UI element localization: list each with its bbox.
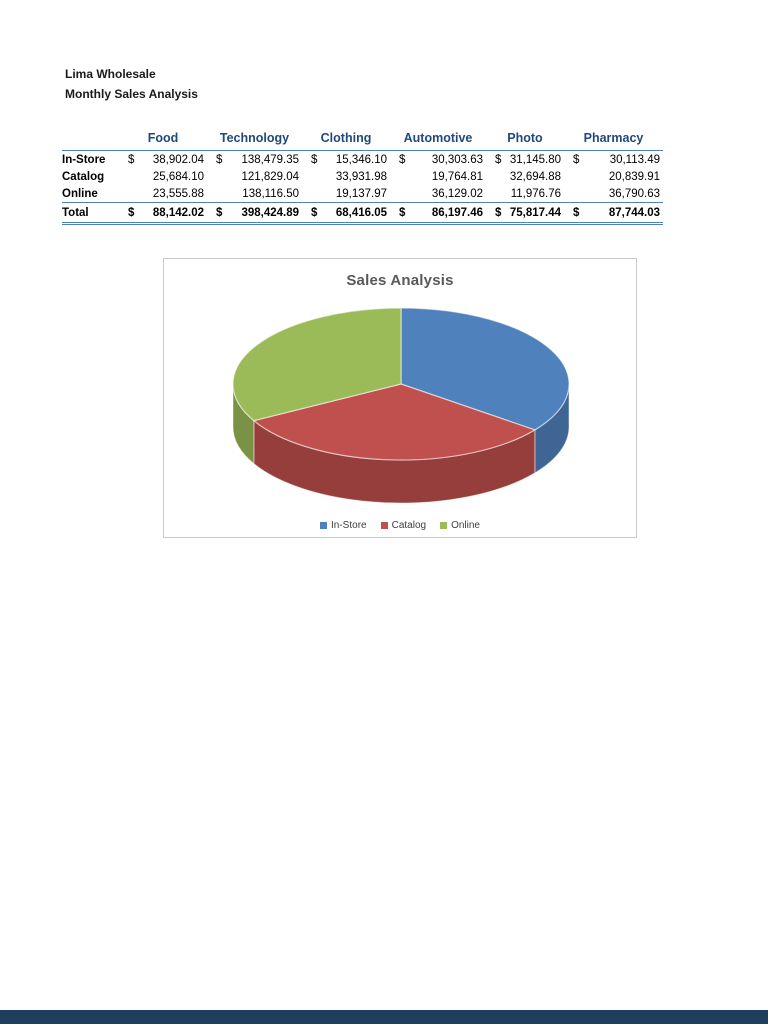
table-cell: $30,113.49 xyxy=(564,154,663,166)
cell-value: 32,694.88 xyxy=(509,170,561,183)
table-cell: 20,839.91 xyxy=(564,171,663,183)
currency-symbol: $ xyxy=(128,153,135,166)
table-cell: $88,142.02 xyxy=(119,207,207,219)
currency-symbol: $ xyxy=(573,206,580,219)
cell-value: 138,479.35 xyxy=(241,153,299,166)
table-cell: 25,684.10 xyxy=(119,171,207,183)
sales-table: Food Technology Clothing Automotive Phot… xyxy=(62,128,663,225)
table-cell: 19,137.97 xyxy=(302,188,390,200)
cell-value: 15,346.10 xyxy=(335,153,387,166)
currency-symbol: $ xyxy=(399,206,406,219)
cell-value: 88,142.02 xyxy=(152,206,204,219)
table-row-online: Online 23,555.88 138,116.50 19,137.97 36… xyxy=(62,185,663,203)
row-label: In-Store xyxy=(62,153,106,166)
legend-swatch-in-store xyxy=(320,522,328,529)
table-cell: 36,790.63 xyxy=(564,188,663,200)
chart-panel: Sales Analysis In-Store Catalog Online xyxy=(163,258,637,538)
cell-value: 75,817.44 xyxy=(509,206,561,219)
currency-symbol: $ xyxy=(573,153,580,166)
currency-symbol: $ xyxy=(128,206,135,219)
corner-cell xyxy=(62,128,119,151)
chart-legend: In-Store Catalog Online xyxy=(164,520,636,531)
cell-value: 30,113.49 xyxy=(609,153,660,166)
row-label-total: Total xyxy=(62,202,119,225)
table-cell: 121,829.04 xyxy=(207,171,302,183)
footer-bar xyxy=(0,1010,768,1024)
cell-value: 138,116.50 xyxy=(242,187,299,200)
currency-symbol: $ xyxy=(495,206,502,219)
cell-value: 23,555.88 xyxy=(152,187,204,200)
column-header-automotive: Automotive xyxy=(390,128,486,151)
cell-value: 68,416.05 xyxy=(335,206,387,219)
legend-swatch-online xyxy=(440,522,448,529)
legend-label: Online xyxy=(451,520,480,531)
cell-value: 20,839.91 xyxy=(608,170,660,183)
table-row-total: Total $88,142.02 $398,424.89 $68,416.05 … xyxy=(62,202,663,225)
column-header-clothing: Clothing xyxy=(302,128,390,151)
table-cell: 11,976.76 xyxy=(486,188,564,200)
cell-value: 25,684.10 xyxy=(152,170,204,183)
legend-label: Catalog xyxy=(391,520,427,531)
legend-item: Online xyxy=(440,520,480,531)
table-cell: $398,424.89 xyxy=(207,207,302,219)
cell-value: 87,744.03 xyxy=(608,206,660,219)
doc-title: Lima Wholesale xyxy=(65,67,156,81)
currency-symbol: $ xyxy=(311,206,318,219)
legend-label: In-Store xyxy=(331,520,367,531)
currency-symbol: $ xyxy=(399,153,406,166)
table-row-catalog: Catalog 25,684.10 121,829.04 33,931.98 1… xyxy=(62,168,663,185)
cell-value: 11,976.76 xyxy=(510,187,561,200)
table-cell: 32,694.88 xyxy=(486,171,564,183)
table-cell: $86,197.46 xyxy=(390,207,486,219)
table-cell: $38,902.04 xyxy=(119,154,207,166)
currency-symbol: $ xyxy=(216,206,223,219)
row-label: Online xyxy=(62,187,98,200)
table-cell: 19,764.81 xyxy=(390,171,486,183)
legend-swatch-catalog xyxy=(380,522,388,529)
currency-symbol: $ xyxy=(311,153,318,166)
table-cell: 138,116.50 xyxy=(207,188,302,200)
table-cell: $30,303.63 xyxy=(390,154,486,166)
table-cell: 36,129.02 xyxy=(390,188,486,200)
chart-title: Sales Analysis xyxy=(346,272,454,289)
table-row-in-store: In-Store $38,902.04 $138,479.35 $15,346.… xyxy=(62,151,663,169)
cell-value: 86,197.46 xyxy=(431,206,483,219)
legend-item: Catalog xyxy=(380,520,427,531)
cell-value: 36,129.02 xyxy=(431,187,483,200)
table-cell: $68,416.05 xyxy=(302,207,390,219)
cell-value: 36,790.63 xyxy=(608,187,660,200)
cell-value: 19,137.97 xyxy=(335,187,387,200)
cell-value: 33,931.98 xyxy=(335,170,387,183)
table-cell: 23,555.88 xyxy=(119,188,207,200)
currency-symbol: $ xyxy=(495,153,502,166)
column-header-food: Food xyxy=(119,128,207,151)
column-header-technology: Technology xyxy=(207,128,302,151)
cell-value: 121,829.04 xyxy=(241,170,299,183)
table-cell: $31,145.80 xyxy=(486,154,564,166)
legend-item: In-Store xyxy=(320,520,367,531)
cell-value: 31,145.80 xyxy=(509,153,561,166)
row-label: Catalog xyxy=(62,170,105,183)
column-header-photo: Photo xyxy=(486,128,564,151)
currency-symbol: $ xyxy=(216,153,223,166)
document-header: Lima Wholesale Monthly Sales Analysis xyxy=(65,64,198,104)
cell-value: 30,303.63 xyxy=(431,153,483,166)
doc-subtitle: Monthly Sales Analysis xyxy=(65,87,198,101)
table-cell: $75,817.44 xyxy=(486,207,564,219)
table-cell: $15,346.10 xyxy=(302,154,390,166)
cell-value: 19,764.81 xyxy=(431,170,483,183)
cell-value: 398,424.89 xyxy=(241,206,299,219)
table-cell: $138,479.35 xyxy=(207,154,302,166)
table-header-row: Food Technology Clothing Automotive Phot… xyxy=(62,128,663,151)
column-header-pharmacy: Pharmacy xyxy=(564,128,663,151)
pie-chart xyxy=(232,307,570,504)
cell-value: 38,902.04 xyxy=(152,153,204,166)
table-cell: 33,931.98 xyxy=(302,171,390,183)
table-cell: $87,744.03 xyxy=(564,207,663,219)
